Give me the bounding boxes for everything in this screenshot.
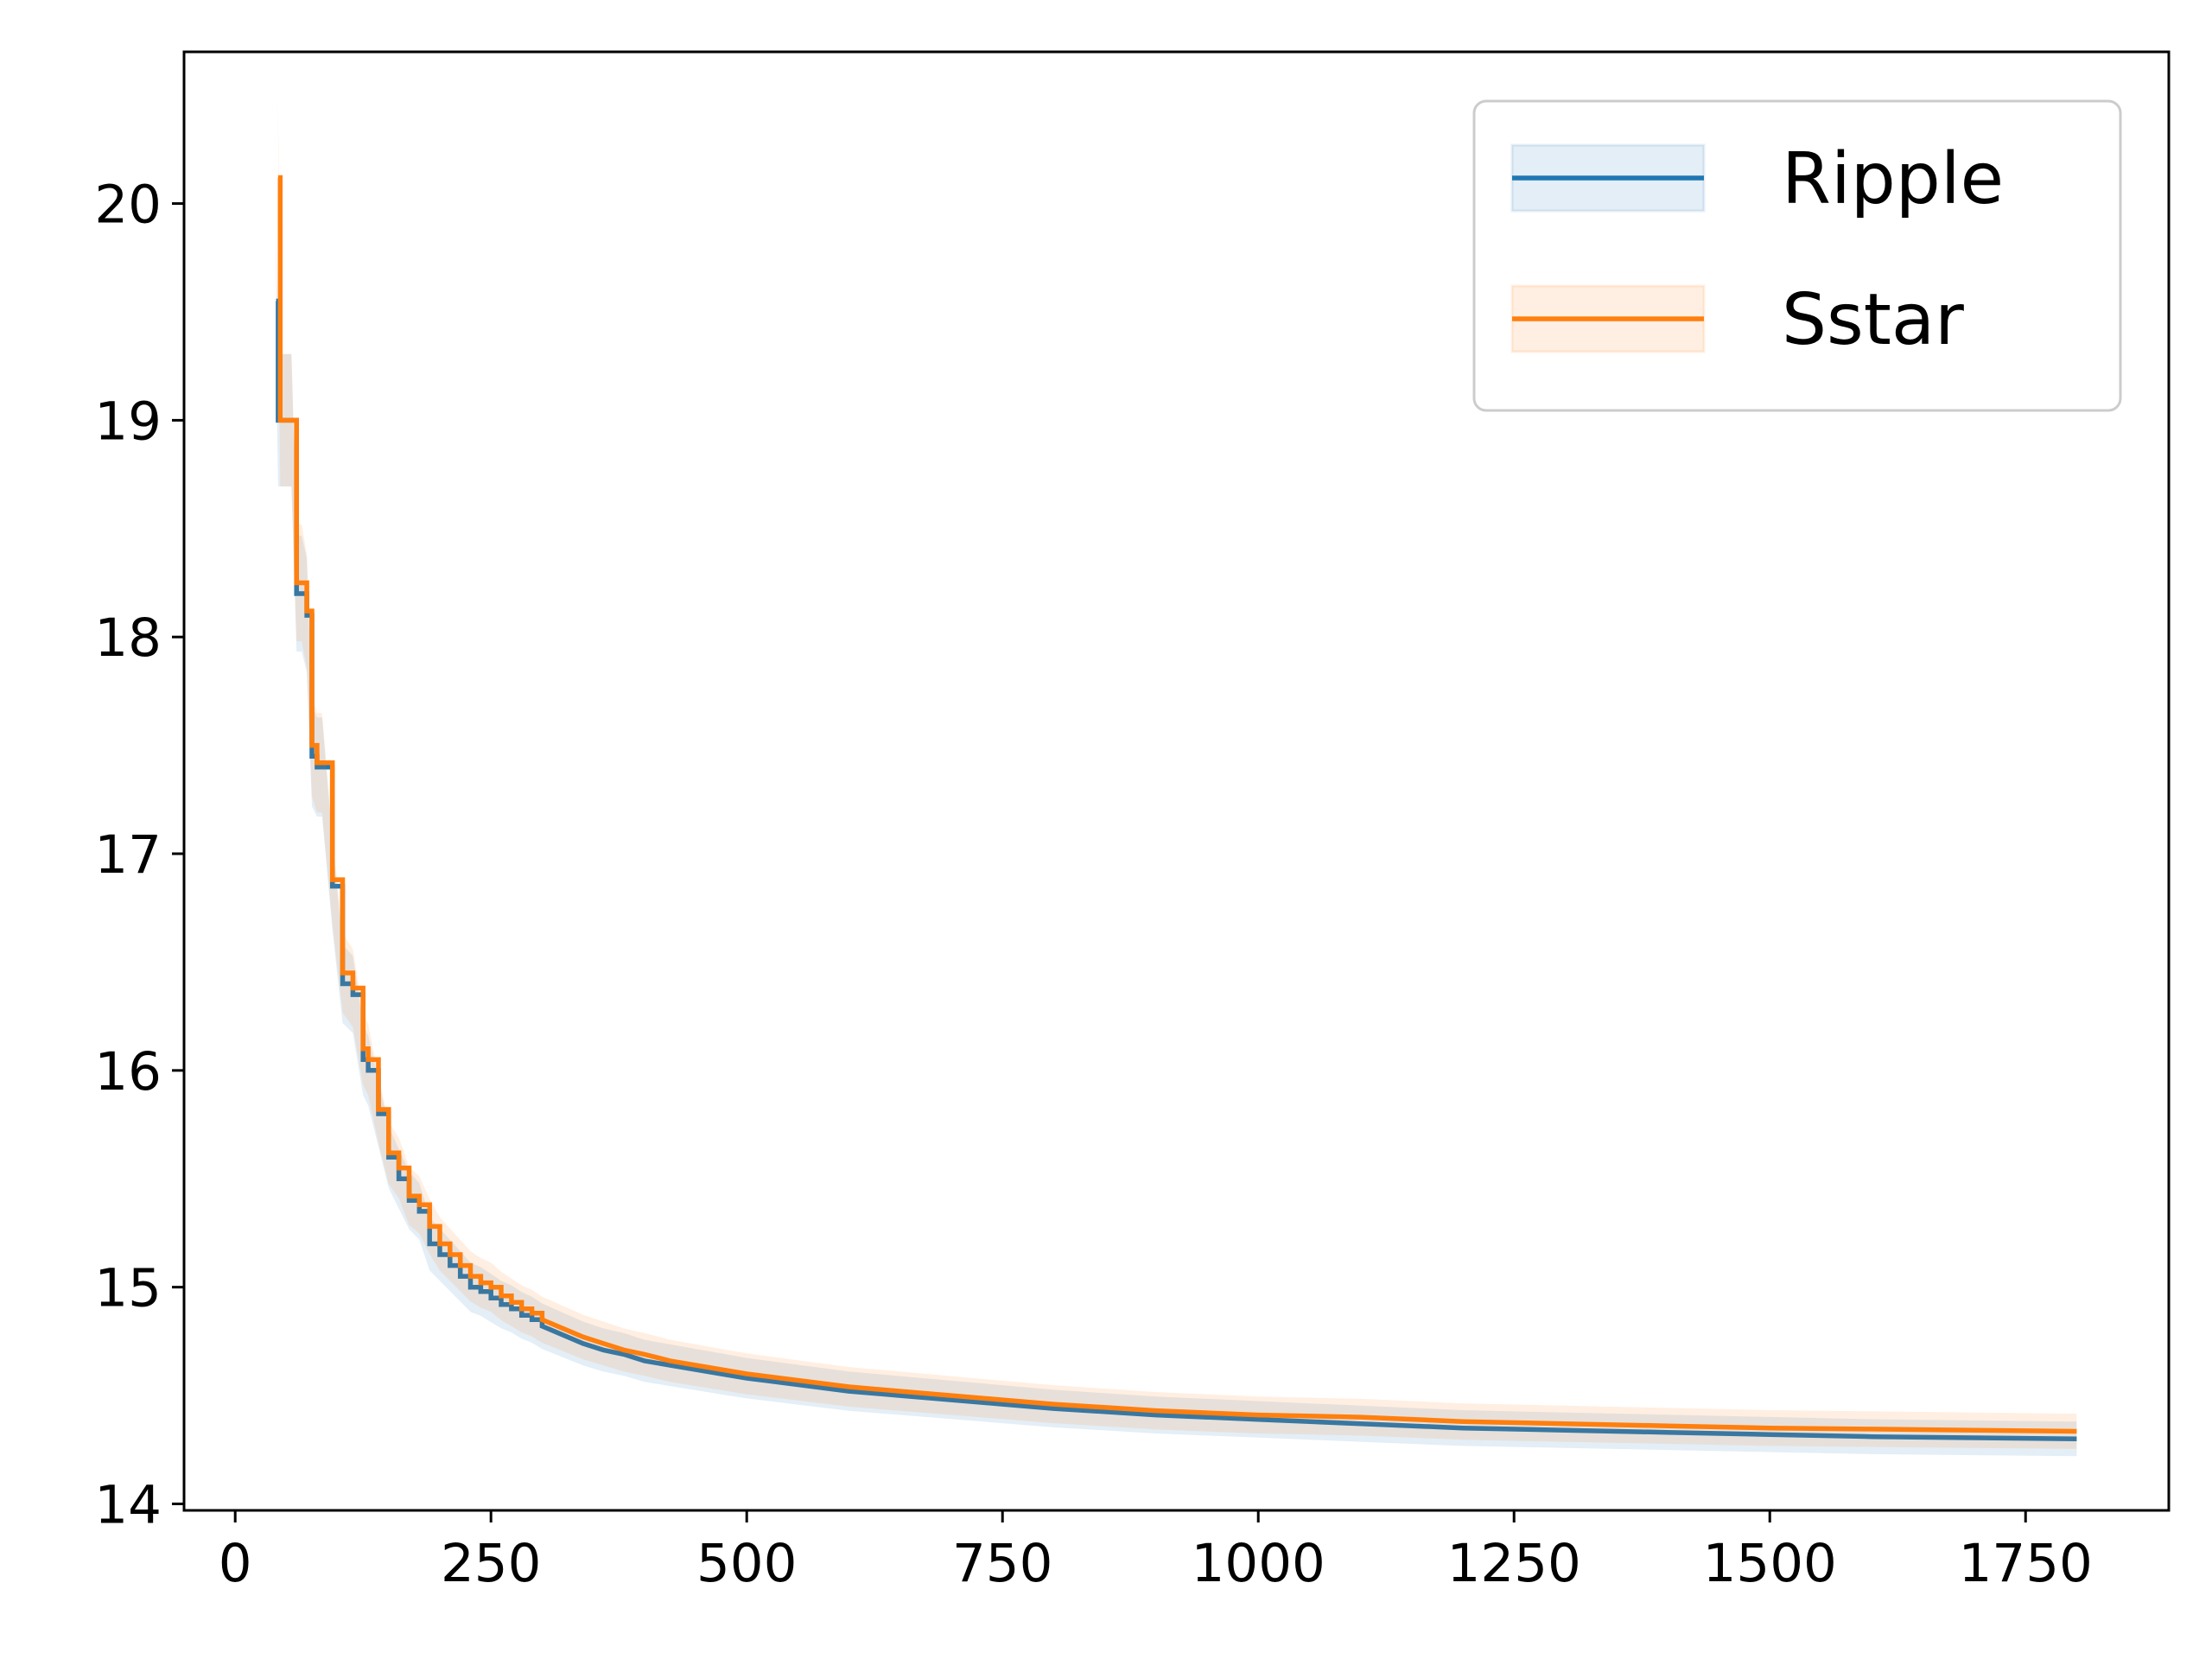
legend: Ripple Sstar <box>1472 99 2122 412</box>
x-tick-label: 0 <box>219 1533 252 1594</box>
y-tick-label: 20 <box>94 175 162 236</box>
y-tick-label: 17 <box>94 824 162 886</box>
y-tick-label: 18 <box>94 607 162 669</box>
x-tick-label: 1750 <box>1959 1533 2093 1594</box>
x-tick-label: 1500 <box>1703 1533 1837 1594</box>
x-tick-label: 250 <box>441 1533 541 1594</box>
y-axis: 14 15 16 17 18 19 20 <box>94 175 184 1535</box>
line-ripple <box>276 298 2077 1441</box>
plot-area <box>276 99 2077 1457</box>
y-tick-label: 16 <box>94 1041 162 1103</box>
axes-frame <box>182 50 2171 1512</box>
y-tick-label: 15 <box>94 1258 162 1319</box>
legend-label-sstar: Sstar <box>1782 279 1964 361</box>
x-tick-label: 1000 <box>1192 1533 1325 1594</box>
y-tick-label: 14 <box>94 1474 162 1535</box>
legend-label-ripple: Ripple <box>1782 138 2004 220</box>
line-sstar <box>277 175 2077 1434</box>
x-tick-label: 1250 <box>1447 1533 1581 1594</box>
band-ripple <box>276 229 2077 1457</box>
x-axis: 0 250 500 750 1000 1250 1500 1750 <box>219 1510 2093 1594</box>
x-tick-label: 750 <box>952 1533 1052 1594</box>
x-tick-label: 500 <box>696 1533 797 1594</box>
y-tick-label: 19 <box>94 391 162 452</box>
